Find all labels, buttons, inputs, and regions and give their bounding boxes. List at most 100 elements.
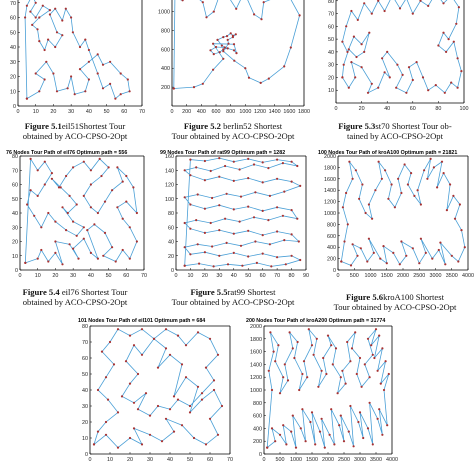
x-tick-label: 30 [147,457,153,463]
city-node [176,334,180,337]
city-node [350,9,353,13]
city-node [318,430,322,433]
city-node [101,87,105,90]
city-node [241,264,244,267]
city-node [392,251,395,254]
city-node [296,164,299,168]
city-node [398,7,402,10]
city-node [36,169,39,172]
city-node [102,254,105,257]
x-tick-label: 40 [88,273,94,279]
y-tick-label: 60 [10,16,16,22]
city-node [370,344,373,347]
city-node [232,232,235,235]
x-tick-label: 10 [107,457,113,463]
city-node [301,372,304,376]
y-tick-label: 40 [12,211,18,217]
city-node [126,78,129,81]
caption-text: eil76 Shortest Tour [61,287,128,297]
city-node [261,234,264,237]
city-node [293,356,296,360]
city-node [299,184,302,187]
caption-line-2: Tour obtained by ACO-CPSO-2Opt [333,301,457,312]
x-tick-label: 30 [68,109,74,115]
city-node [386,424,389,427]
city-node [66,87,69,90]
city-node [164,417,168,420]
city-node [419,203,422,206]
city-node [78,45,82,49]
city-node [82,226,85,229]
city-node [285,443,288,446]
chart-figure-5-1: 0 10 20 30 40 50 60 70 0 10 20 30 40 50 60 70 [10,0,145,115]
city-node [29,10,32,13]
y-tick-label: 60 [328,24,334,30]
city-node [128,382,132,385]
city-node [341,206,344,209]
city-node [120,395,124,398]
city-node [261,161,264,164]
city-node [276,230,279,233]
y-tick-label: 600 [253,414,262,420]
city-node [72,166,75,169]
city-node [220,404,224,408]
city-node [302,360,306,363]
city-node [460,70,463,73]
y-tick-label: 0 [13,104,16,110]
city-node [78,68,82,71]
y-tick-label: 60 [82,356,88,362]
city-node [386,50,389,54]
figure-5-6: 100 Nodes Tour Path of kroA100 Optimum p… [314,150,474,312]
y-tick-label: 140 [165,168,174,174]
city-node [29,157,32,160]
city-node [222,57,225,60]
city-node [288,331,291,334]
chart-figure-5-6: 0 500 1000 1500 2000 2500 3000 3500 4000 0 200 400 6… [324,154,474,279]
city-node [204,443,208,446]
city-node [189,203,192,206]
city-node [218,204,221,207]
city-node [362,436,365,440]
city-node [128,436,132,440]
city-node [379,382,382,385]
city-node [75,203,78,206]
city-node [148,414,152,417]
city-node [363,2,366,5]
city-node [106,398,110,401]
y-tick-label: 1200 [324,200,336,206]
caption-figure-5-1: Figure 5.1eil51Shortest Tour obtained by… [4,121,146,141]
y-tick-label: 1000 [250,388,262,394]
figure-label: Figure 5.1 [24,121,62,131]
city-node [112,363,116,366]
city-node [427,4,430,7]
city-node [463,246,466,249]
city-node [270,388,274,392]
city-node [445,209,448,212]
city-node [116,446,120,449]
x-tick-label: 500 [276,457,285,463]
caption-line-2: Tour obtained by ACO-CPSO-2Opt [171,130,295,141]
city-node [403,163,406,166]
city-node [326,334,330,337]
city-node [43,183,46,186]
city-node [290,160,293,163]
city-node [180,424,184,427]
x-tick-label: 70 [227,457,233,463]
city-node [104,376,108,379]
city-node [47,211,50,215]
city-node [238,168,241,171]
city-node [140,328,144,331]
y-tick-label: 80 [168,211,174,217]
city-node [317,385,320,388]
city-node [366,91,370,94]
city-node [310,344,314,347]
city-node [407,66,411,69]
city-node [212,265,215,268]
city-node [36,257,39,260]
city-node [222,48,225,51]
city-node [450,254,453,257]
city-node [223,46,226,49]
city-node [183,196,186,199]
city-node [363,363,366,366]
city-node [368,401,371,404]
